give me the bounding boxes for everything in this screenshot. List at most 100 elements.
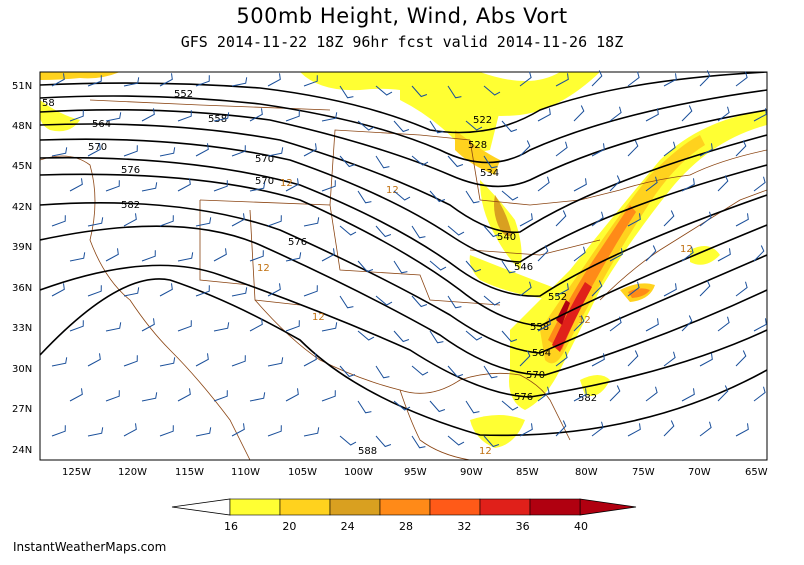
wind-barb: [249, 108, 263, 122]
wind-barb: [483, 155, 498, 169]
wind-barb: [663, 420, 675, 437]
contour-label: 528: [468, 140, 487, 151]
wind-barb: [699, 421, 712, 437]
wind-barb: [519, 71, 532, 87]
lon-label: 125W: [62, 467, 91, 478]
wind-barb: [393, 330, 410, 343]
wind-barb: [195, 143, 209, 157]
height-contours: [40, 72, 767, 437]
contour-label: 582: [121, 200, 140, 211]
colorbar-low-cap: [171, 498, 231, 516]
wind-barb: [105, 322, 122, 332]
contour-label: 582: [578, 393, 597, 404]
wind-barb: [393, 260, 408, 274]
wind-barb: [483, 435, 500, 448]
contour-label: 58: [42, 98, 55, 109]
contour-label: 564: [532, 348, 551, 359]
wind-barb: [87, 427, 104, 437]
wind-barb: [717, 385, 729, 402]
wind-barb: [465, 120, 483, 131]
wind-barb: [141, 250, 156, 262]
wind-barb: [357, 190, 372, 204]
wind-barb: [375, 295, 393, 306]
wind-barb: [249, 182, 266, 192]
colorbar-segment: [279, 498, 331, 516]
contour-label: 570: [255, 176, 274, 187]
wind-barb: [51, 283, 65, 297]
wind-barb: [609, 385, 621, 402]
wind-barb: [717, 175, 729, 192]
wind-barb: [735, 213, 749, 227]
wind-barb: [411, 85, 428, 98]
wind-barb: [555, 73, 569, 87]
wind-barb: [429, 190, 446, 203]
contour-label: 588: [358, 446, 377, 457]
colorbar-segment: [529, 498, 581, 516]
wind-barb: [735, 281, 748, 297]
wind-barb: [735, 423, 749, 437]
wind-barb: [285, 252, 302, 262]
contour-label: 576: [514, 392, 533, 403]
wind-barb: [447, 85, 462, 99]
wind-barb: [321, 390, 336, 402]
wind-barb: [501, 260, 516, 274]
wind-barb: [465, 260, 482, 273]
wind-barb: [249, 250, 264, 262]
wind-barb: [393, 120, 410, 133]
wind-barb: [699, 211, 712, 227]
wind-barb: [375, 155, 390, 169]
wind-barb: [51, 73, 65, 87]
wind-barb: [231, 355, 246, 367]
wind-barb: [159, 283, 173, 297]
wind-barb: [681, 178, 695, 192]
contour-label: 558: [530, 322, 549, 333]
wind-barb: [321, 112, 338, 122]
wind-barb: [519, 281, 532, 297]
colorbar-tick-label: 28: [399, 520, 413, 533]
wind-barb: [627, 423, 641, 437]
wind-barb: [681, 105, 693, 122]
wind-barb: [87, 217, 104, 227]
vorticity-labels: 12 12 12 12 12 12 12: [257, 178, 693, 457]
wind-barb: [159, 357, 176, 367]
lon-label: 85W: [516, 467, 539, 478]
lon-label: 100W: [344, 467, 373, 478]
vort-label: 12: [280, 178, 293, 189]
wind-barb: [699, 143, 713, 157]
wind-barb: [159, 73, 173, 87]
wind-barb: [231, 423, 245, 437]
wind-barb: [663, 73, 677, 87]
wind-barb: [465, 400, 480, 414]
wind-barb: [339, 225, 357, 236]
wind-barb: [285, 110, 300, 122]
wind-barb: [339, 155, 356, 168]
wind-barb: [123, 287, 140, 297]
wind-barb: [753, 108, 767, 122]
wind-barb: [249, 392, 266, 402]
wind-barb: [501, 330, 518, 343]
colorbar-segment: [479, 498, 531, 516]
wind-barb: [447, 225, 465, 236]
wind-barb: [411, 365, 429, 376]
colorbar-segment: [329, 498, 381, 516]
wind-barb: [519, 213, 533, 227]
contour-label: 570: [255, 154, 274, 165]
wind-barb: [375, 225, 392, 238]
wind-barb: [663, 210, 675, 227]
wind-barb: [555, 283, 569, 297]
wind-barb: [411, 155, 429, 166]
wind-barb: [321, 180, 336, 192]
vort-label: 12: [386, 185, 399, 196]
lon-label: 70W: [688, 467, 711, 478]
wind-barb: [303, 217, 320, 227]
wind-barb: [321, 248, 335, 262]
vort-label: 12: [578, 315, 591, 326]
wind-barb: [177, 178, 191, 192]
wind-barb: [555, 210, 567, 227]
wind-barb: [105, 112, 122, 122]
wind-barb: [429, 330, 444, 344]
wind-barb: [339, 85, 354, 99]
map-border: [39, 71, 768, 461]
wind-barb: [303, 285, 318, 297]
contour-labels: 522 528 534 540 546 552 552 558 558 564 …: [42, 89, 597, 457]
